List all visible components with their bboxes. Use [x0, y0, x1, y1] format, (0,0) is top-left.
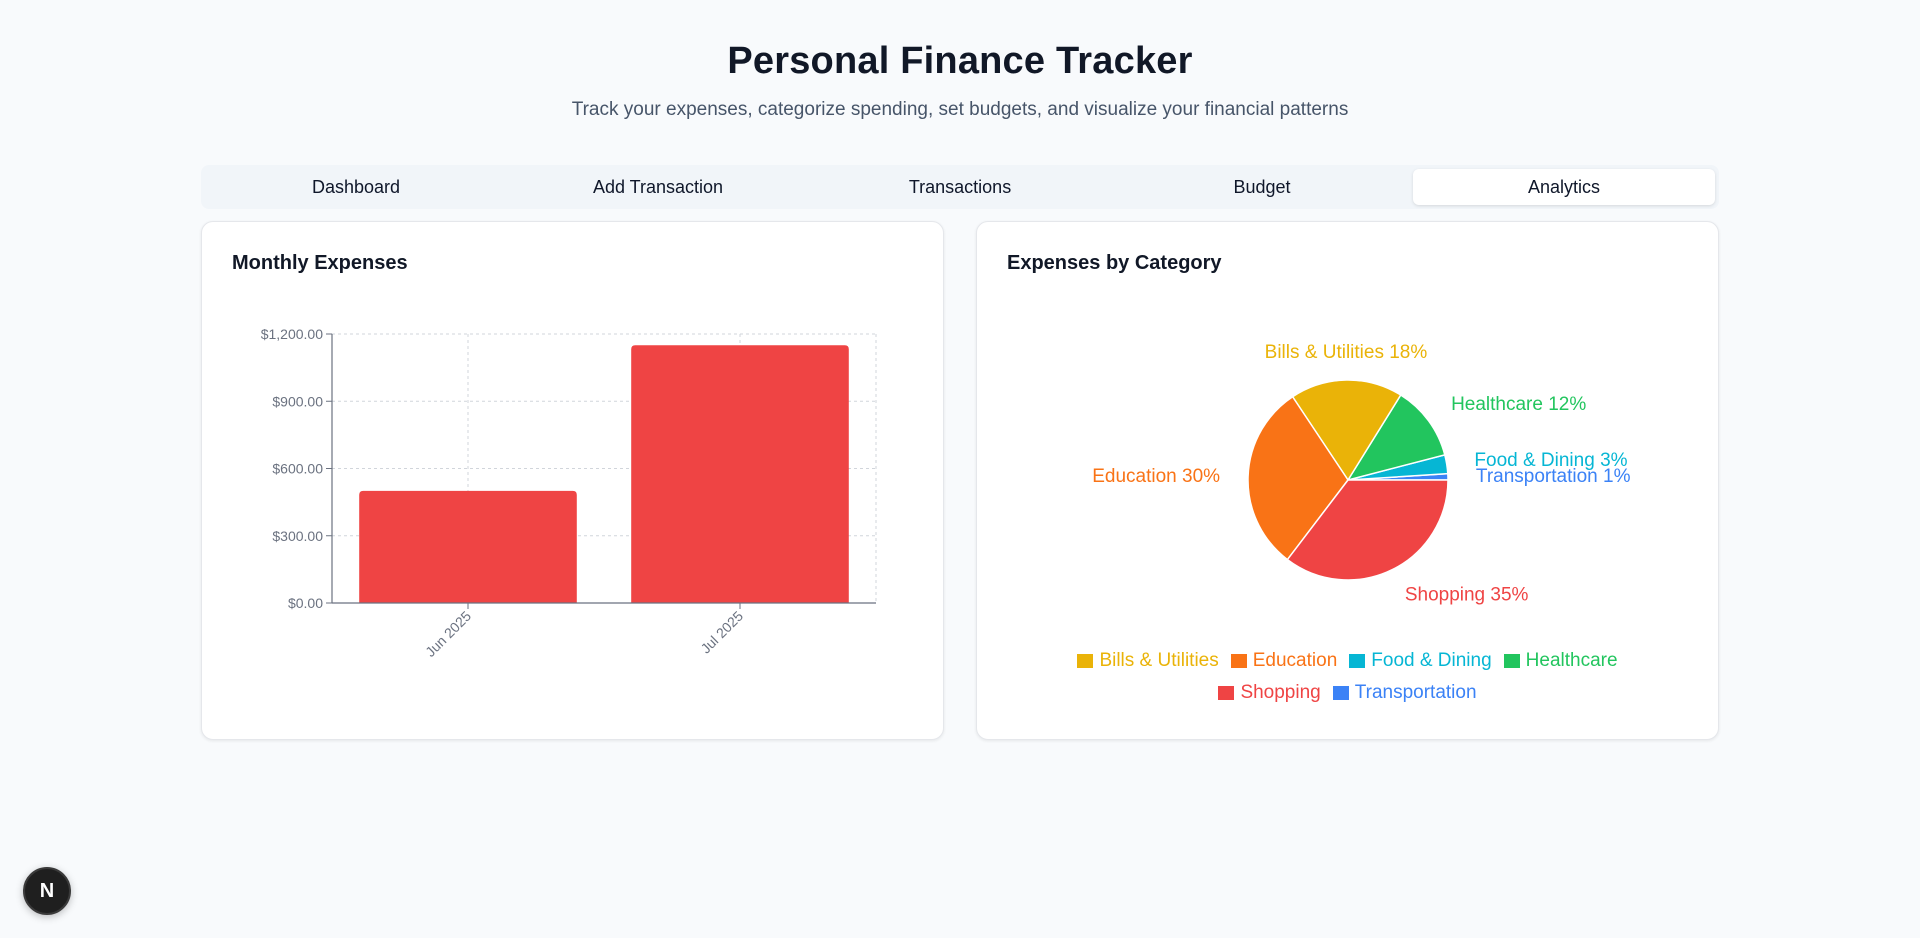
pie-slice-education [1247, 395, 1349, 561]
y-tick-label: $900.00 [272, 393, 323, 409]
legend-swatch [1077, 654, 1094, 668]
legend-swatch [1332, 686, 1349, 700]
legend-label: Healthcare [1525, 650, 1618, 671]
monthly-expenses-title: Monthly Expenses [232, 252, 408, 274]
legend-label: Transportation [1354, 682, 1477, 703]
page-title: Personal Finance Tracker [727, 40, 1193, 82]
pie-slice-healthcare [1346, 393, 1446, 482]
pie-label-bills-utilities: Bills & Utilities 18% [1265, 342, 1428, 363]
pie-label-healthcare: Healthcare 12% [1451, 394, 1586, 415]
y-tick-label: $600.00 [272, 461, 323, 477]
bar-jun-2025 [359, 490, 577, 603]
legend-item-shopping[interactable]: Shopping [1218, 678, 1321, 708]
legend-label: Shopping [1240, 682, 1321, 703]
pie-label-shopping: Shopping 35% [1405, 585, 1529, 606]
page-header: Personal Finance Tracker Track your expe… [0, 0, 1920, 121]
tab-budget[interactable]: Budget [1233, 176, 1291, 197]
pie-slice-bills-utilities [1291, 379, 1402, 482]
page-subtitle: Track your expenses, categorize spending… [571, 99, 1349, 120]
legend-item-education[interactable]: Education [1230, 646, 1338, 676]
next-dev-badge[interactable]: N [23, 867, 71, 915]
tab-dashboard[interactable]: Dashboard [311, 176, 401, 197]
legend-item-transportation[interactable]: Transportation [1332, 678, 1477, 708]
pie-slice-shopping [1286, 479, 1449, 581]
tab-analytics[interactable]: Analytics [1413, 169, 1715, 205]
legend-item-healthcare[interactable]: Healthcare [1503, 646, 1618, 676]
legend-swatch [1349, 654, 1366, 668]
category-expenses-title: Expenses by Category [1007, 252, 1222, 274]
legend-label: Education [1252, 650, 1338, 671]
chart-legend: Bills & Utilities Education Food & Dining H… [977, 646, 1718, 710]
monthly-expenses-card: Monthly Expenses $0.00 $300.00 $600.00 $900… [201, 221, 944, 740]
x-tick-label: Jul 2025 [697, 608, 746, 657]
monthly-expenses-chart: $0.00 $300.00 $600.00 $900.00 $1,200.00 Jun 2… [261, 326, 877, 660]
bar-jul-2025 [631, 345, 849, 603]
tab-bar: Dashboard Add Transaction Transactions B… [201, 165, 1719, 209]
tab-add-transaction[interactable]: Add Transaction [592, 176, 724, 197]
legend-swatch [1503, 654, 1520, 668]
pie-label-transportation: Transportation 1% [1476, 466, 1631, 487]
category-expenses-chart: Transportation 1%Food & Dining 3% Healthc… [1092, 342, 1631, 606]
y-tick-label: $1,200.00 [261, 326, 323, 342]
legend-item-food-dining[interactable]: Food & Dining [1349, 646, 1492, 676]
legend-label: Bills & Utilities [1099, 650, 1219, 671]
legend-swatch [1218, 686, 1235, 700]
x-tick-label: Jun 2025 [422, 608, 474, 660]
legend-swatch [1230, 654, 1247, 668]
tab-transactions[interactable]: Transactions [908, 176, 1012, 197]
legend-row: Shopping Transportation [977, 678, 1718, 710]
pie-label-food-dining: Food & Dining 3% [1474, 450, 1627, 471]
legend-label: Food & Dining [1371, 650, 1492, 671]
category-expenses-card: Expenses by Category Transportation 1% Fo… [976, 221, 1719, 740]
legend-item-bills-utilities[interactable]: Bills & Utilities [1077, 646, 1219, 676]
pie-label-education: Education 30% [1092, 466, 1220, 487]
legend-row: Bills & Utilities Education Food & Dining H… [977, 646, 1718, 678]
y-tick-label: $0.00 [288, 595, 323, 611]
y-tick-label: $300.00 [272, 528, 323, 544]
